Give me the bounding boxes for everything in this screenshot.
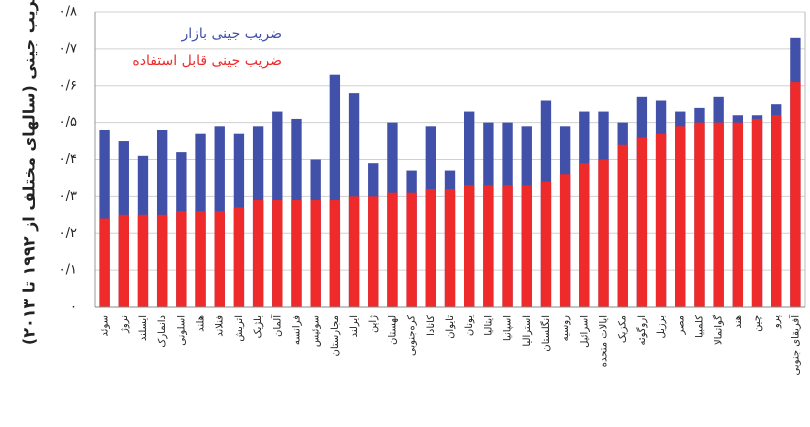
x-tick-label: گواتمالا <box>713 315 725 345</box>
bar <box>118 214 129 307</box>
x-tick-label: فنلاند <box>215 315 226 337</box>
bar <box>214 211 225 307</box>
x-tick-label: کره‌جنوبی <box>407 315 418 356</box>
bar <box>233 207 245 307</box>
x-tick-label: فرانسه <box>291 315 302 345</box>
x-tick-label: مجارستان <box>330 315 341 356</box>
bar <box>617 144 628 307</box>
bar <box>425 189 436 307</box>
legend-label: ضریب جینی قابل استفاده <box>132 53 282 69</box>
x-tick-label: آفریقای جنوبی <box>788 314 801 376</box>
bar <box>368 196 379 307</box>
bar <box>636 137 648 307</box>
x-tick-label: اسپانیا <box>503 315 514 341</box>
x-tick-label: بلژیک <box>253 315 264 338</box>
bar <box>655 133 667 307</box>
bar <box>521 185 532 307</box>
y-tick-label: ۰ <box>70 300 77 315</box>
x-tick-label: سوئد <box>100 315 111 337</box>
y-tick-label: ۰/۴ <box>59 152 77 167</box>
x-tick-label: روسیه <box>560 315 571 342</box>
bar <box>310 200 321 307</box>
bar <box>464 185 475 307</box>
x-tick-label: سوئیس <box>311 315 322 347</box>
bar <box>156 214 168 307</box>
bar <box>751 118 763 307</box>
bar <box>272 200 283 307</box>
y-tick-label: ۰/۳ <box>59 189 77 204</box>
bar <box>598 159 609 307</box>
legend-label: ضریب جینی بازار <box>180 26 282 42</box>
x-tick-label: اتریش <box>234 315 245 342</box>
x-tick-label: اسلونی <box>176 315 187 346</box>
bar <box>675 126 686 307</box>
bar <box>252 200 264 307</box>
bar <box>329 74 341 307</box>
x-tick-label: اروگوئه <box>636 315 648 346</box>
x-tick-label: تایوان <box>445 315 456 339</box>
bar <box>348 196 360 307</box>
x-tick-label: ژاپن <box>368 315 379 333</box>
y-tick-label: ۰/۶ <box>59 78 77 93</box>
x-tick-label: انگلستان <box>540 315 552 352</box>
bar <box>483 185 494 307</box>
x-tick-label: کانادا <box>426 315 437 336</box>
bar <box>559 174 571 307</box>
x-tick-label: لهستان <box>387 315 398 345</box>
x-tick-label: مصر <box>675 315 686 336</box>
x-tick-label: کلمبیا <box>694 315 705 338</box>
bar <box>137 214 149 307</box>
bar <box>444 189 456 307</box>
x-tick-label: اسرائیل <box>579 315 590 348</box>
x-tick-label: هند <box>733 315 744 329</box>
x-tick-label: ایسلند <box>138 315 149 341</box>
x-tick-label: یونان <box>464 315 475 336</box>
x-tick-label: برزیل <box>656 315 667 339</box>
y-tick-label: ۰/۵ <box>59 115 77 130</box>
bar <box>406 192 417 307</box>
x-tick-label: ایتالیا <box>483 315 494 336</box>
bar <box>502 185 513 307</box>
bar <box>329 200 341 307</box>
bar <box>176 211 187 307</box>
bar <box>579 163 590 307</box>
y-tick-label: ۰/۲ <box>59 226 77 241</box>
bar <box>291 200 302 307</box>
x-tick-label: نروژ <box>119 315 130 334</box>
y-tick-label: ۰/۱ <box>59 263 77 278</box>
bar <box>790 82 801 307</box>
x-tick-label: چین <box>752 315 763 332</box>
x-tick-label: آلمان <box>270 314 283 337</box>
bar <box>771 115 782 307</box>
bar <box>99 218 110 307</box>
y-tick-label: ۰/۸ <box>59 5 77 20</box>
bar <box>540 181 552 307</box>
x-tick-label: استرالیا <box>522 315 533 347</box>
x-tick-label: ایرلند <box>349 315 360 337</box>
x-tick-label: هلند <box>196 315 207 332</box>
x-tick-label: ایالات متحده <box>599 315 610 367</box>
bar <box>694 122 705 307</box>
y-tick-label: ۰/۷ <box>59 41 77 56</box>
bar <box>387 192 398 307</box>
bar <box>713 122 724 307</box>
y-axis-title: ضریب جینی (سالهای مختلف از ۱۹۹۲ تا ۲۰۱۳) <box>20 0 39 345</box>
x-tick-label: دانمارک <box>157 315 168 348</box>
x-tick-label: مکزیک <box>618 315 629 343</box>
bar <box>195 211 206 307</box>
bar <box>732 122 744 307</box>
x-tick-label: پرو <box>771 315 782 329</box>
